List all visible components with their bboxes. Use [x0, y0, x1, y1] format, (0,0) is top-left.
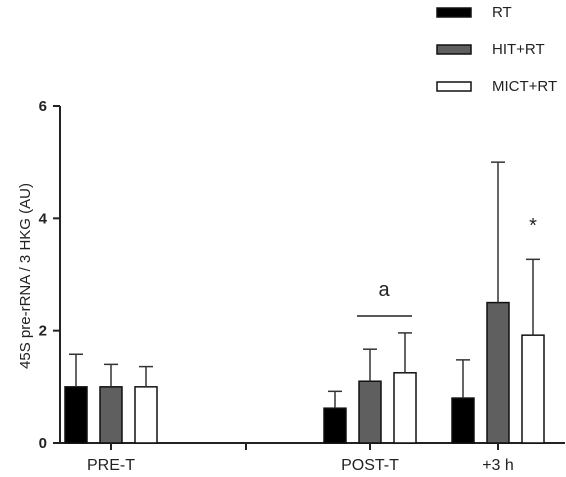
bar-hit-rt-post-t	[358, 380, 382, 444]
bar-hit-rt-pre-t	[99, 386, 123, 444]
bar-rt-pre-t	[64, 386, 88, 444]
legend: RT HIT+RT MICT+RT	[436, 4, 557, 95]
y-tick-label: 6	[39, 98, 47, 115]
y-tick-label: 0	[39, 435, 47, 452]
x-tick-label: POST-T	[341, 457, 399, 474]
bar-mict-rt--3-h	[521, 334, 545, 444]
x-tick-label: +3 h	[482, 457, 514, 474]
bar-mict-rt-post-t	[393, 372, 417, 444]
y-axis-label: 45S pre-rRNA / 3 HKG (AU)	[17, 183, 34, 369]
y-tick-label: 2	[39, 323, 47, 340]
annotation-a: a	[378, 279, 390, 301]
ticks-layer: 0 2 4 6 PRE-T POST-T +3 h	[39, 98, 514, 474]
annotation-asterisk: *	[529, 215, 537, 237]
bars-layer	[64, 161, 545, 444]
bar-mict-rt-pre-t	[134, 386, 158, 444]
legend-swatch	[436, 44, 472, 55]
x-tick-label: PRE-T	[87, 457, 135, 474]
legend-label: RT	[492, 4, 512, 21]
legend-label: MICT+RT	[492, 78, 557, 95]
legend-swatch	[436, 7, 472, 18]
bar-rt--3-h	[451, 397, 475, 444]
annotations: a*	[357, 215, 537, 317]
y-tick-label: 4	[39, 210, 48, 227]
legend-swatch	[436, 81, 472, 92]
legend-label: HIT+RT	[492, 41, 545, 58]
bar-hit-rt--3-h	[486, 301, 510, 444]
bar-rt-post-t	[323, 407, 347, 444]
